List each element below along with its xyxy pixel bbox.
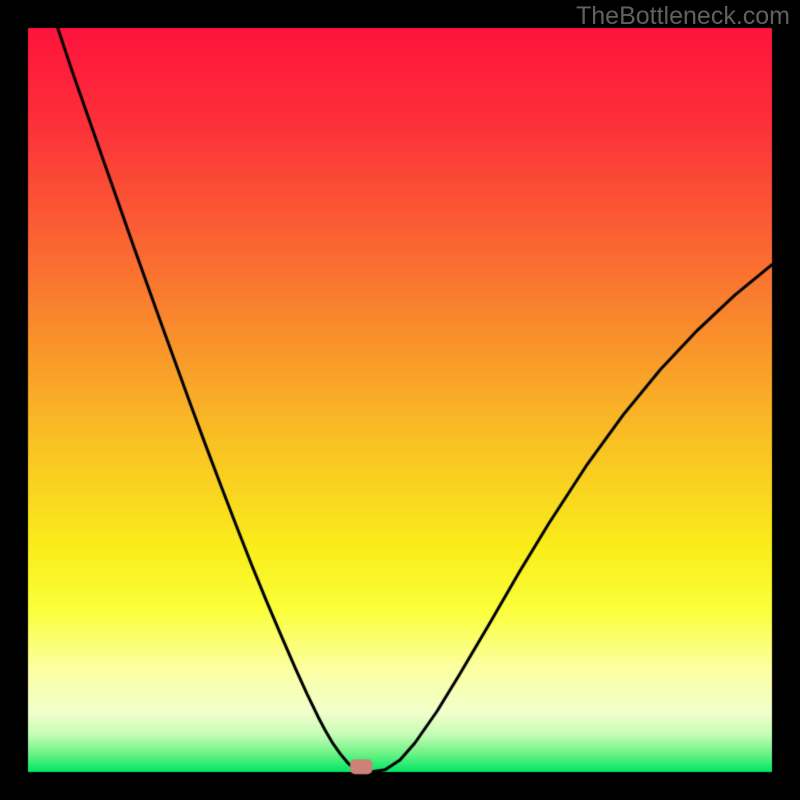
bottleneck-curve-chart [0,0,800,800]
watermark-text: TheBottleneck.com [576,2,790,31]
chart-container: TheBottleneck.com [0,0,800,800]
